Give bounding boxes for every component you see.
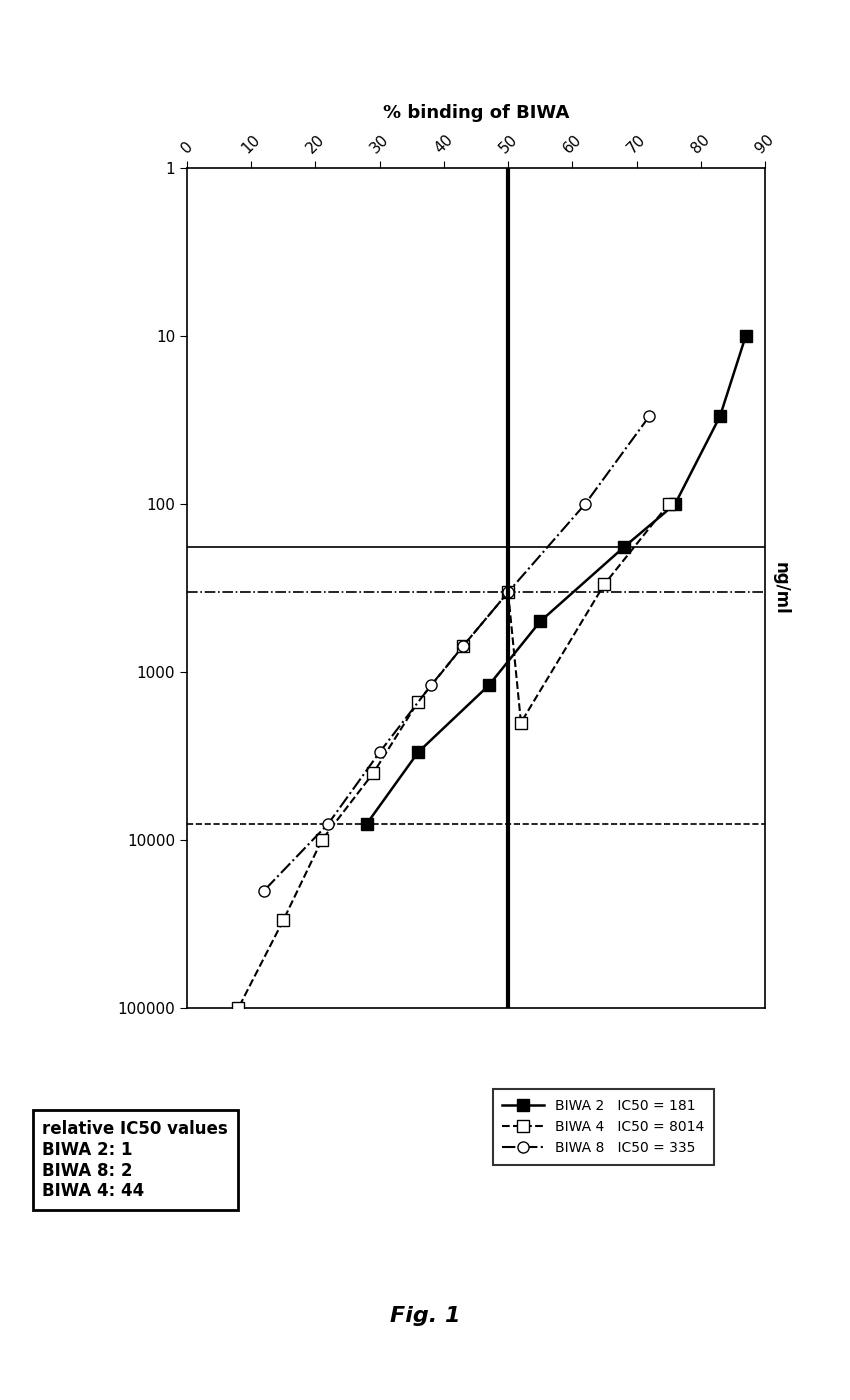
Text: relative IC50 values
BIWA 2: 1
BIWA 8: 2
BIWA 4: 44: relative IC50 values BIWA 2: 1 BIWA 8: 2… — [42, 1120, 229, 1200]
Legend: BIWA 2   IC50 = 181, BIWA 4   IC50 = 8014, BIWA 8   IC50 = 335: BIWA 2 IC50 = 181, BIWA 4 IC50 = 8014, B… — [493, 1089, 714, 1165]
Text: Fig. 1: Fig. 1 — [390, 1306, 460, 1326]
Y-axis label: ng/ml: ng/ml — [772, 561, 790, 615]
X-axis label: % binding of BIWA: % binding of BIWA — [382, 104, 570, 122]
